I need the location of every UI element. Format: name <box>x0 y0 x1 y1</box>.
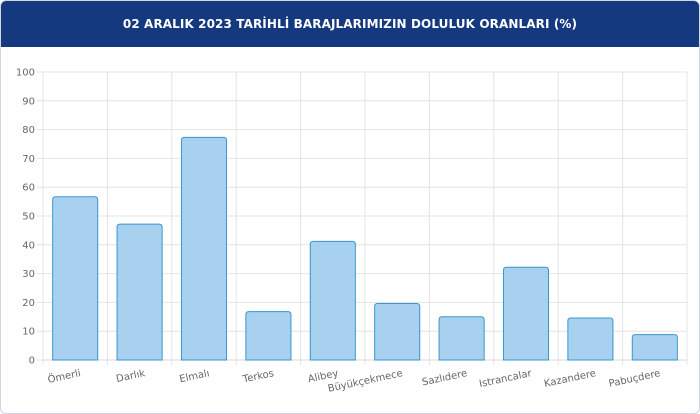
bar-ömerli[interactable] <box>52 196 99 361</box>
y-tick-label: 20 <box>22 298 35 309</box>
y-tick-label: 90 <box>22 96 35 107</box>
y-tick-label: 30 <box>22 269 35 280</box>
y-tick-label: 0 <box>29 356 35 367</box>
x-tick-label: Kazandere <box>543 368 597 390</box>
bar-sazlıdere[interactable] <box>438 316 485 361</box>
chart-header: 02 ARALIK 2023 TARİHLİ BARAJLARIMIZIN DO… <box>1 1 699 47</box>
chart-grid <box>37 71 688 365</box>
bar-elmalı[interactable] <box>180 136 228 361</box>
chart-title: 02 ARALIK 2023 TARİHLİ BARAJLARIMIZIN DO… <box>122 17 578 31</box>
y-tick-label: 70 <box>22 154 35 165</box>
y-tick-label: 80 <box>22 125 35 136</box>
y-tick-label: 60 <box>22 183 35 194</box>
bar-terkos[interactable] <box>245 311 292 361</box>
y-axis: 0 10 20 30 40 50 60 70 80 90 100 <box>16 68 35 367</box>
bar-darlık[interactable] <box>116 223 163 361</box>
bar-kazandere[interactable] <box>567 317 614 361</box>
y-tick-label: 50 <box>22 212 35 223</box>
x-tick-label: Pabuçdere <box>608 368 662 390</box>
x-tick-label: Terkos <box>241 368 275 386</box>
y-tick-label: 10 <box>22 327 35 338</box>
bars <box>52 136 678 361</box>
x-tick-label: Sazlıdere <box>421 368 468 388</box>
bar-büyükçekmece[interactable] <box>374 303 421 361</box>
x-tick-label: Elmalı <box>178 368 210 385</box>
x-tick-label: Ömerli <box>46 366 81 386</box>
x-tick-label: Büyükçekmece <box>327 368 404 395</box>
x-tick-label: Darlık <box>115 368 146 385</box>
bar-pabuçdere[interactable] <box>631 334 678 361</box>
bar-istrancalar[interactable] <box>502 266 550 361</box>
y-tick-label: 40 <box>22 240 35 251</box>
x-axis: Ömerli Darlık Elmalı Terkos AlibeyBüyükçekme… <box>46 366 661 395</box>
bar-alibey[interactable] <box>309 240 356 361</box>
x-tick-label: Istrancalar <box>478 368 533 390</box>
y-tick-label: 100 <box>16 68 35 79</box>
